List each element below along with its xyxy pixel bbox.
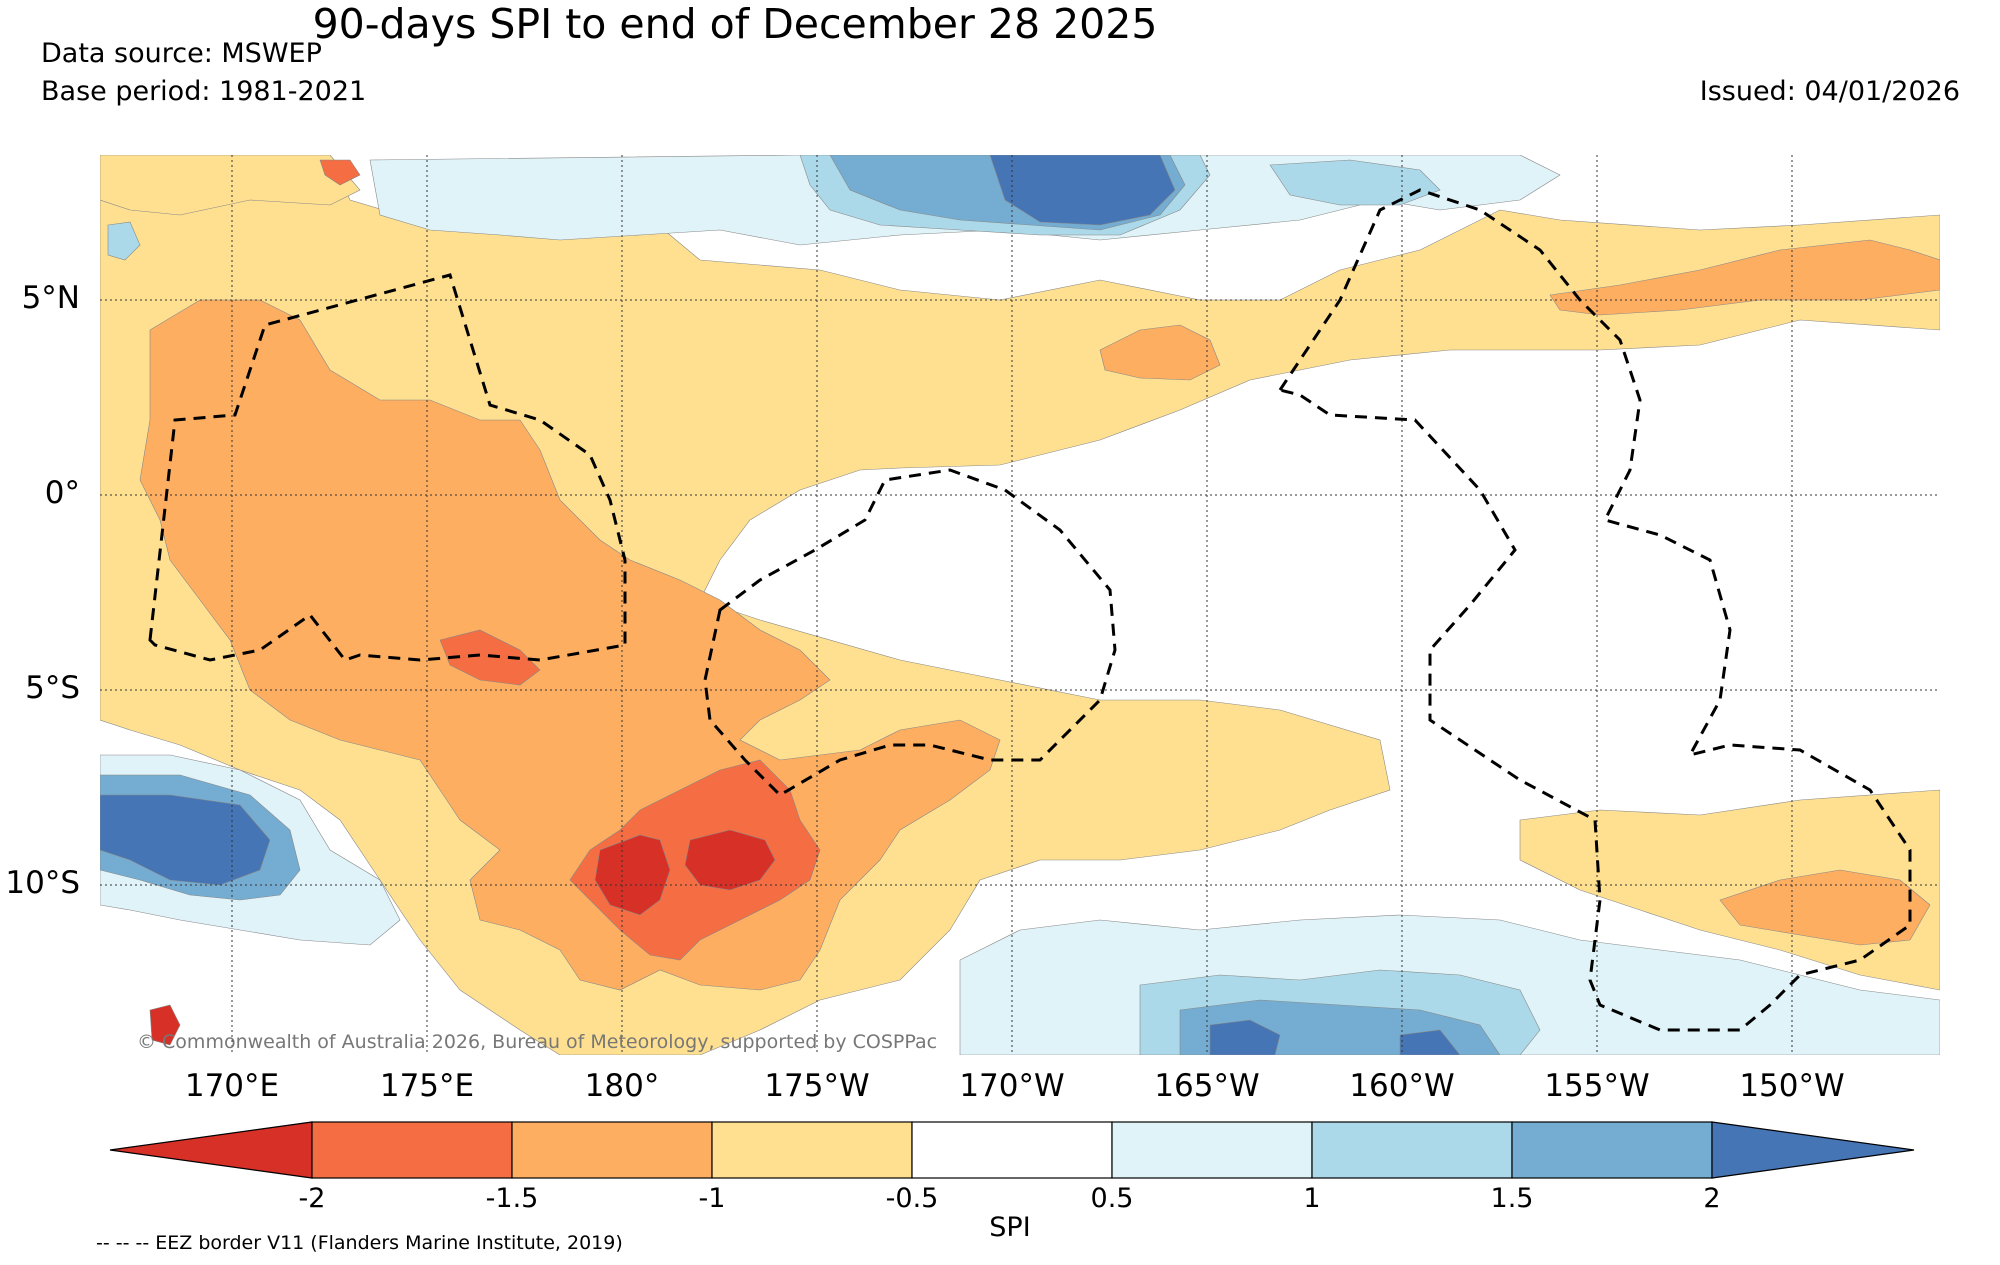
data-source-label: Data source: MSWEP <box>41 38 322 69</box>
lon-label-180: 180° <box>584 1068 660 1104</box>
colorbar-tick: -1 <box>698 1183 726 1214</box>
dry-region-dark-orange-2 <box>439 629 541 686</box>
dry-region-dark-orange-3 <box>319 159 361 186</box>
colorbar-segment <box>311 1121 513 1179</box>
colorbar-segment <box>911 1121 1113 1179</box>
colorbar-extend-low <box>109 1121 313 1179</box>
colorbar-tick: 2 <box>1703 1183 1721 1214</box>
colorbar-tick: -2 <box>298 1183 326 1214</box>
eez-borders <box>148 188 1912 1032</box>
wet-region-south-extreme-2 <box>1399 1029 1461 1055</box>
dry-region-red-3 <box>149 1004 181 1046</box>
wet-region-south-extreme <box>1209 1019 1281 1055</box>
eez-border-west <box>148 273 627 662</box>
issued-date-label: Issued: 04/01/2026 <box>1699 76 1960 107</box>
colorbar-segment <box>1311 1121 1513 1179</box>
eez-border-central <box>703 468 1117 797</box>
colorbar-segment <box>711 1121 913 1179</box>
base-period-label: Base period: 1981-2021 <box>41 76 367 107</box>
lat-label-0: 0° <box>44 475 80 511</box>
colorbar-tick: 0.5 <box>1090 1183 1134 1214</box>
lon-label-170w: 170°W <box>959 1068 1065 1104</box>
eez-legend-note: -- -- -- EEZ border V11 (Flanders Marine… <box>96 1232 623 1254</box>
dry-region-orange-southeast <box>1719 869 1931 946</box>
lon-label-165w: 165°W <box>1154 1068 1260 1104</box>
lat-label-5n: 5°N <box>21 280 80 316</box>
colorbar-tick: -1.5 <box>485 1183 539 1214</box>
lat-label-5s: 5°S <box>25 670 80 706</box>
lon-label-175e: 175°E <box>379 1068 475 1104</box>
colorbar-tick: 1 <box>1303 1183 1321 1214</box>
colorbar-extend-high <box>1711 1121 1915 1179</box>
colorbar <box>109 1121 1915 1179</box>
wet-region-northeast <box>1269 159 1441 206</box>
wet-region-northwest <box>107 221 141 261</box>
colorbar-segment <box>511 1121 713 1179</box>
colorbar-tick: 1.5 <box>1490 1183 1534 1214</box>
colorbar-tick: -0.5 <box>885 1183 939 1214</box>
lon-label-175w: 175°W <box>764 1068 870 1104</box>
lon-label-150w: 150°W <box>1739 1068 1845 1104</box>
colorbar-segment <box>1111 1121 1313 1179</box>
colorbar-label: SPI <box>989 1212 1031 1243</box>
spi-field <box>100 155 1940 1055</box>
lon-label-170e: 170°E <box>184 1068 280 1104</box>
colorbar-segment <box>1511 1121 1713 1179</box>
lon-label-160w: 160°W <box>1349 1068 1455 1104</box>
dry-region-orange-north <box>1099 324 1221 381</box>
map-title: 90-days SPI to end of December 28 2025 <box>312 0 1158 48</box>
wet-region-west-extreme <box>100 794 271 886</box>
eez-border-east <box>1277 188 1912 1032</box>
wet-region-north-extreme <box>989 155 1176 226</box>
lon-label-155w: 155°W <box>1544 1068 1650 1104</box>
dry-region-red <box>594 834 671 916</box>
lat-label-10s: 10°S <box>5 865 80 901</box>
dry-region-red-2 <box>684 829 776 891</box>
dry-region-orange-northeast <box>1549 239 1940 316</box>
copyright-note: © Commonwealth of Australia 2026, Bureau… <box>137 1031 938 1053</box>
graticule <box>100 155 1940 1055</box>
